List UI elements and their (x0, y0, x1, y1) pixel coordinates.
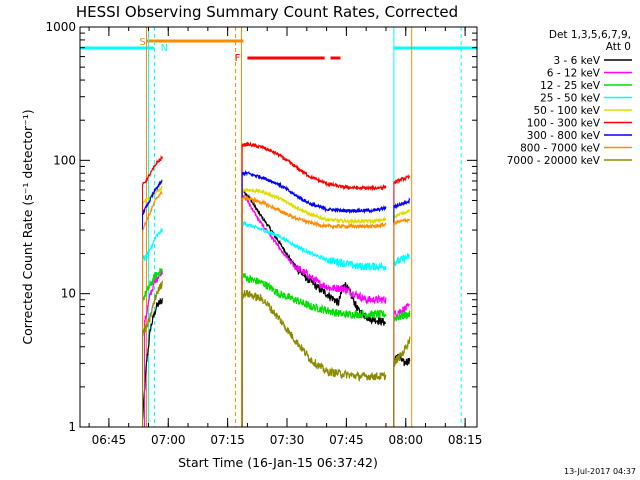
legend-entry: 50 - 100 keV (533, 105, 600, 117)
plot-frame (79, 26, 478, 428)
series-trace (393, 197, 411, 210)
flag-bars: S N F (80, 27, 477, 427)
x-tick-label: 07:30 (270, 433, 305, 447)
legend-entry: 12 - 25 keV (540, 80, 601, 92)
x-axis-label: Start Time (16-Jan-15 06:37:42) (178, 455, 378, 470)
y-tick-label: 10 (61, 287, 76, 301)
legend-entry: 800 - 7000 keV (520, 143, 601, 155)
legend-header: Det 1,3,5,6,7,9, (549, 29, 631, 41)
series-trace (393, 217, 411, 226)
legend-entry: 3 - 6 keV (553, 55, 600, 67)
x-tick-label: 08:15 (448, 433, 483, 447)
series-trace (241, 195, 387, 305)
x-tick-label: 06:45 (92, 433, 127, 447)
series-trace (393, 336, 411, 367)
series-trace (393, 209, 411, 220)
series-layer (141, 141, 411, 427)
series-trace (393, 173, 410, 185)
series-trace (142, 179, 163, 216)
night-flag-label: N (161, 43, 168, 54)
series-trace (241, 220, 387, 272)
y-tick-label: 1000 (45, 20, 76, 34)
legend-entry: 6 - 12 keV (547, 68, 601, 80)
legend-entry: 25 - 50 keV (540, 93, 601, 105)
series-trace (141, 154, 163, 187)
legend-entry: 7000 - 20000 keV (507, 155, 601, 167)
series-trace (141, 227, 163, 263)
legend-entry: 300 - 800 keV (527, 130, 601, 142)
series-trace (141, 190, 163, 232)
footer-timestamp: 13-Jul-2017 04:37 (564, 467, 636, 476)
series-trace (241, 195, 387, 230)
series-trace (241, 186, 387, 225)
series-trace (241, 290, 387, 382)
flare-flag-label: F (235, 53, 241, 64)
series-trace (141, 297, 163, 421)
legend-entry: 100 - 300 keV (527, 118, 601, 130)
series-trace (393, 253, 410, 267)
x-tick-label: 07:45 (329, 433, 364, 447)
series-trace (241, 272, 387, 319)
x-axis: 06:45 07:00 07:15 07:30 07:45 08:00 08:15 (88, 27, 483, 447)
y-tick-label: 100 (53, 153, 76, 167)
series-trace (141, 280, 163, 337)
legend-header: Att 0 (606, 41, 631, 53)
x-tick-label: 07:15 (210, 433, 245, 447)
y-axis-label: Corrected Count Rate (s⁻¹ detector⁻¹) (20, 109, 35, 344)
x-tick-label: 08:00 (388, 433, 423, 447)
y-tick-label: 1 (68, 420, 76, 434)
series-trace (241, 169, 387, 215)
series-trace (241, 141, 387, 192)
series-trace (393, 310, 411, 322)
chart-title: HESSI Observing Summary Count Rates, Cor… (76, 3, 458, 21)
series-trace (141, 267, 163, 304)
y-axis: 1 10 100 1000 (45, 20, 477, 434)
x-tick-label: 07:00 (151, 433, 186, 447)
saa-flag-label: S (139, 37, 145, 48)
